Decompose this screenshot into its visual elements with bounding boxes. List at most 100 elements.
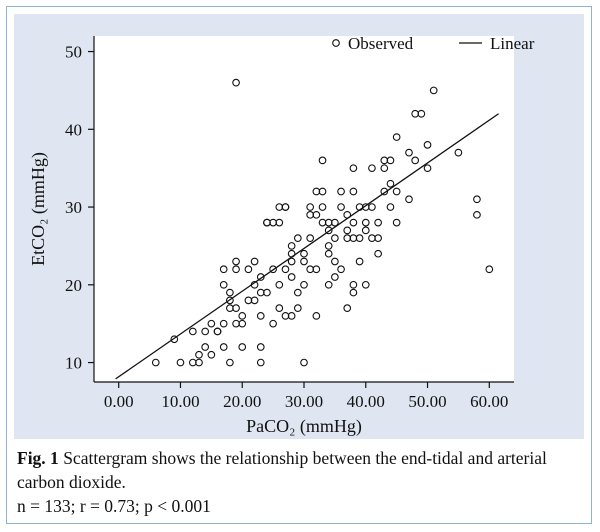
observed-point	[349, 187, 358, 196]
observed-point	[256, 312, 265, 320]
observed-point	[269, 319, 277, 328]
observed-point	[380, 164, 389, 173]
y-axis-title: EtCO₂ (mmHg)	[28, 152, 49, 266]
observed-point	[361, 218, 370, 227]
x-tick-label: 0.00	[104, 392, 134, 411]
observed-point	[207, 319, 216, 328]
observed-point	[226, 296, 234, 305]
observed-point	[238, 343, 247, 351]
observed-point	[201, 343, 210, 351]
observed-point	[219, 343, 228, 351]
observed-point	[386, 156, 395, 165]
observed-point	[361, 280, 370, 289]
observed-point	[355, 234, 364, 243]
observed-point	[331, 218, 339, 227]
observed-point	[411, 156, 420, 165]
observed-point	[405, 195, 413, 204]
observed-point	[151, 358, 160, 367]
observed-point	[244, 265, 253, 274]
x-tick-label: 50.00	[408, 392, 446, 411]
observed-point	[201, 327, 210, 336]
x-tick-label: 20.00	[223, 392, 261, 411]
observed-point	[374, 249, 382, 258]
observed-point	[423, 164, 432, 173]
observed-point	[392, 187, 401, 196]
observed-point	[287, 273, 296, 281]
observed-point	[207, 350, 216, 359]
observed-point	[318, 187, 327, 196]
x-axis-title: PaCO₂ (mmHg)	[246, 416, 362, 437]
observed-point	[219, 319, 228, 328]
observed-point	[256, 358, 265, 367]
observed-point	[232, 265, 240, 274]
y-tick-label: 40	[65, 120, 82, 139]
y-tick-label: 50	[65, 43, 82, 62]
observed-point	[213, 327, 222, 336]
y-tick-label: 30	[65, 198, 82, 217]
plot-panel: 0.00 10.00 20.00 30.00 40.00 50.00 60.00 10 20 30…	[14, 14, 584, 439]
observed-point	[368, 203, 376, 211]
observed-point	[355, 257, 364, 266]
observed-point	[256, 343, 265, 351]
observed-point	[374, 234, 382, 243]
observed-point	[219, 265, 228, 274]
observed-point	[195, 350, 203, 359]
observed-point	[386, 179, 395, 188]
observed-point	[281, 265, 290, 274]
y-tick-label: 10	[65, 354, 82, 373]
observed-point	[170, 335, 179, 344]
observed-point	[232, 257, 240, 266]
figure-caption: Fig. 1 Scattergram shows the relationshi…	[17, 446, 577, 518]
legend-linear-label: Linear	[490, 34, 535, 53]
observed-point	[312, 312, 321, 320]
observed-point	[275, 304, 284, 312]
axis-titles: PaCO₂ (mmHg) EtCO₂ (mmHg)	[28, 152, 362, 437]
observed-point	[423, 141, 432, 149]
observed-point	[219, 280, 228, 289]
observed-point	[324, 249, 333, 258]
observed-point	[287, 257, 296, 266]
observed-point	[312, 265, 321, 274]
observed-point	[368, 164, 376, 173]
linear-fit	[115, 113, 499, 380]
observed-point	[287, 242, 296, 250]
observed-point	[386, 203, 395, 211]
observed-point	[374, 218, 382, 227]
observed-point	[337, 265, 345, 274]
observed-point	[318, 203, 327, 211]
observed-point	[331, 257, 339, 266]
observed-point	[429, 86, 438, 95]
observed-point	[232, 78, 240, 87]
scatter-chart: 0.00 10.00 20.00 30.00 40.00 50.00 60.00 10 20 30…	[28, 34, 535, 437]
plot-area	[94, 36, 514, 382]
observed-point	[349, 164, 358, 173]
observed-point	[293, 234, 302, 243]
observed-point	[324, 226, 333, 235]
observed-point	[343, 226, 352, 235]
linear-fit-line	[115, 113, 499, 380]
observed-point	[269, 265, 277, 274]
observed-point	[392, 133, 401, 141]
caption-stats: n = 133; r = 0.73; p < 0.001	[17, 496, 211, 516]
legend: Observed Linear	[332, 34, 535, 53]
observed-point	[238, 312, 247, 320]
observed-point	[312, 210, 321, 219]
observed-point	[300, 280, 308, 289]
observed-point	[300, 249, 308, 258]
observed-point	[343, 304, 352, 312]
observed-point	[380, 187, 389, 196]
observed-point	[349, 288, 358, 297]
x-tick-label: 10.00	[161, 392, 199, 411]
observed-point	[232, 304, 240, 312]
observed-point	[361, 226, 370, 235]
observed-point	[331, 273, 339, 281]
caption-fig-label: Fig. 1	[17, 448, 59, 468]
observed-point	[337, 203, 345, 211]
observed-point	[226, 358, 234, 367]
x-tick-label: 60.00	[470, 392, 508, 411]
observed-point	[306, 203, 315, 211]
observed-point	[238, 319, 247, 328]
observed-point	[300, 257, 308, 266]
observed-point	[287, 312, 296, 320]
observed-point	[226, 288, 234, 297]
